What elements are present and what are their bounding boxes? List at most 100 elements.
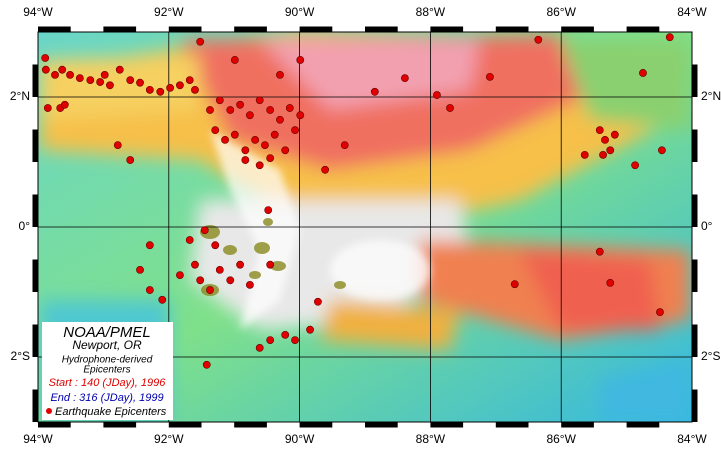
epicenter: [446, 104, 454, 112]
legend-description: Hydrophone-derived: [62, 355, 153, 366]
epicenter: [606, 278, 615, 287]
epicenter: [230, 130, 239, 139]
epicenter: [230, 56, 239, 64]
x-tick-label: 88°W: [416, 432, 446, 446]
epicenter: [41, 54, 50, 62]
epicenter: [255, 161, 264, 170]
epicenter: [595, 247, 604, 256]
x-tick-label: 88°W: [416, 5, 446, 19]
epicenter: [196, 37, 205, 46]
x-tick-label: 86°W: [546, 432, 576, 446]
epicenter: [126, 156, 135, 164]
epicenter: [241, 146, 250, 155]
epicenter: [206, 286, 214, 294]
epicenter: [58, 65, 67, 74]
legend-location: Newport, OR: [72, 338, 142, 352]
y-tick-label: 0°: [701, 219, 713, 233]
epicenter: [599, 150, 607, 159]
epicenter: [291, 336, 299, 344]
x-tick-label: 92°W: [154, 5, 184, 19]
epicenter: [206, 106, 214, 114]
epicenter: [266, 336, 275, 344]
epicenter: [176, 271, 184, 279]
epicenter: [433, 91, 441, 99]
epicenter: [610, 130, 619, 139]
x-tick-label: 94°W: [23, 432, 53, 446]
y-tick-label: 2°S: [701, 349, 720, 363]
epicenter: [639, 69, 647, 77]
legend-box: [42, 322, 173, 420]
epicenter: [606, 146, 615, 155]
epicenter: [191, 260, 199, 269]
epicenter: [202, 360, 211, 369]
epicenter: [251, 135, 260, 144]
epicenter: [215, 265, 224, 274]
epicenter: [281, 330, 290, 339]
x-tick-label: 86°W: [546, 5, 576, 19]
epicenter: [158, 295, 167, 304]
epicenter: [595, 126, 604, 135]
legend: NOAA/PMEL Newport, OR Hydrophone-derived…: [42, 322, 173, 420]
epicenter: [60, 100, 69, 109]
epicenter: [100, 71, 109, 79]
legend-description: Epicenters: [83, 365, 130, 376]
epicenter: [296, 56, 305, 64]
epicenter: [245, 280, 254, 289]
epicenter: [255, 343, 264, 352]
epicenter: [221, 135, 229, 144]
epicenter: [296, 111, 305, 120]
frame-border: [32, 26, 698, 428]
epicenter: [86, 76, 95, 84]
epicenter: [136, 78, 144, 87]
epicenter: [281, 146, 290, 155]
epicenter: [276, 71, 284, 79]
x-tick-label: 90°W: [285, 5, 315, 19]
epicenter: [156, 87, 165, 96]
x-tick-label: 84°W: [677, 432, 707, 446]
epicenter: [226, 106, 235, 114]
epicenter: [656, 308, 664, 317]
epicenter: [665, 33, 674, 42]
epicenter: [211, 241, 220, 250]
epicenter: [113, 141, 122, 149]
epicenter: [43, 104, 52, 112]
epicenter: [145, 85, 154, 94]
epicenter: [115, 65, 124, 74]
epicenter: [486, 72, 494, 81]
map-frame: [37, 31, 693, 423]
epicenter: [264, 206, 273, 214]
epicenter: [400, 74, 409, 83]
epicenter: [106, 81, 114, 90]
epicenter: [534, 35, 543, 44]
epicenter: [306, 325, 314, 334]
epicenter: [285, 104, 294, 112]
epicenter: [266, 154, 275, 162]
y-tick-label: 2°N: [10, 89, 30, 103]
epicenter: [96, 78, 105, 86]
epicenters: [41, 33, 674, 369]
epicenter: [136, 265, 144, 274]
y-tick-label: 2°S: [11, 349, 30, 363]
epicenter: [145, 241, 154, 250]
y-tick-label: 0°: [19, 219, 31, 233]
x-tick-label: 92°W: [154, 432, 184, 446]
epicenter: [41, 65, 50, 74]
legend-start: Start : 140 (JDay), 1996: [49, 377, 167, 389]
legend-end: End : 316 (JDay), 1999: [50, 392, 163, 404]
epicenter: [631, 161, 640, 170]
epicenter: [51, 71, 59, 79]
y-tick-label: 2°N: [701, 89, 721, 103]
epicenter: [270, 130, 279, 139]
legend-swatch: [46, 408, 52, 414]
epicenter: [314, 297, 322, 306]
epicenter: [580, 150, 589, 159]
epicenter: [340, 141, 349, 149]
epicenter: [321, 165, 330, 174]
x-tick-label: 90°W: [285, 432, 315, 446]
epicenter: [215, 96, 224, 105]
epicenter: [75, 74, 84, 83]
epicenter: [211, 126, 220, 135]
epicenter: [126, 76, 135, 84]
epicenter: [176, 81, 184, 90]
epicenter: [236, 260, 244, 269]
